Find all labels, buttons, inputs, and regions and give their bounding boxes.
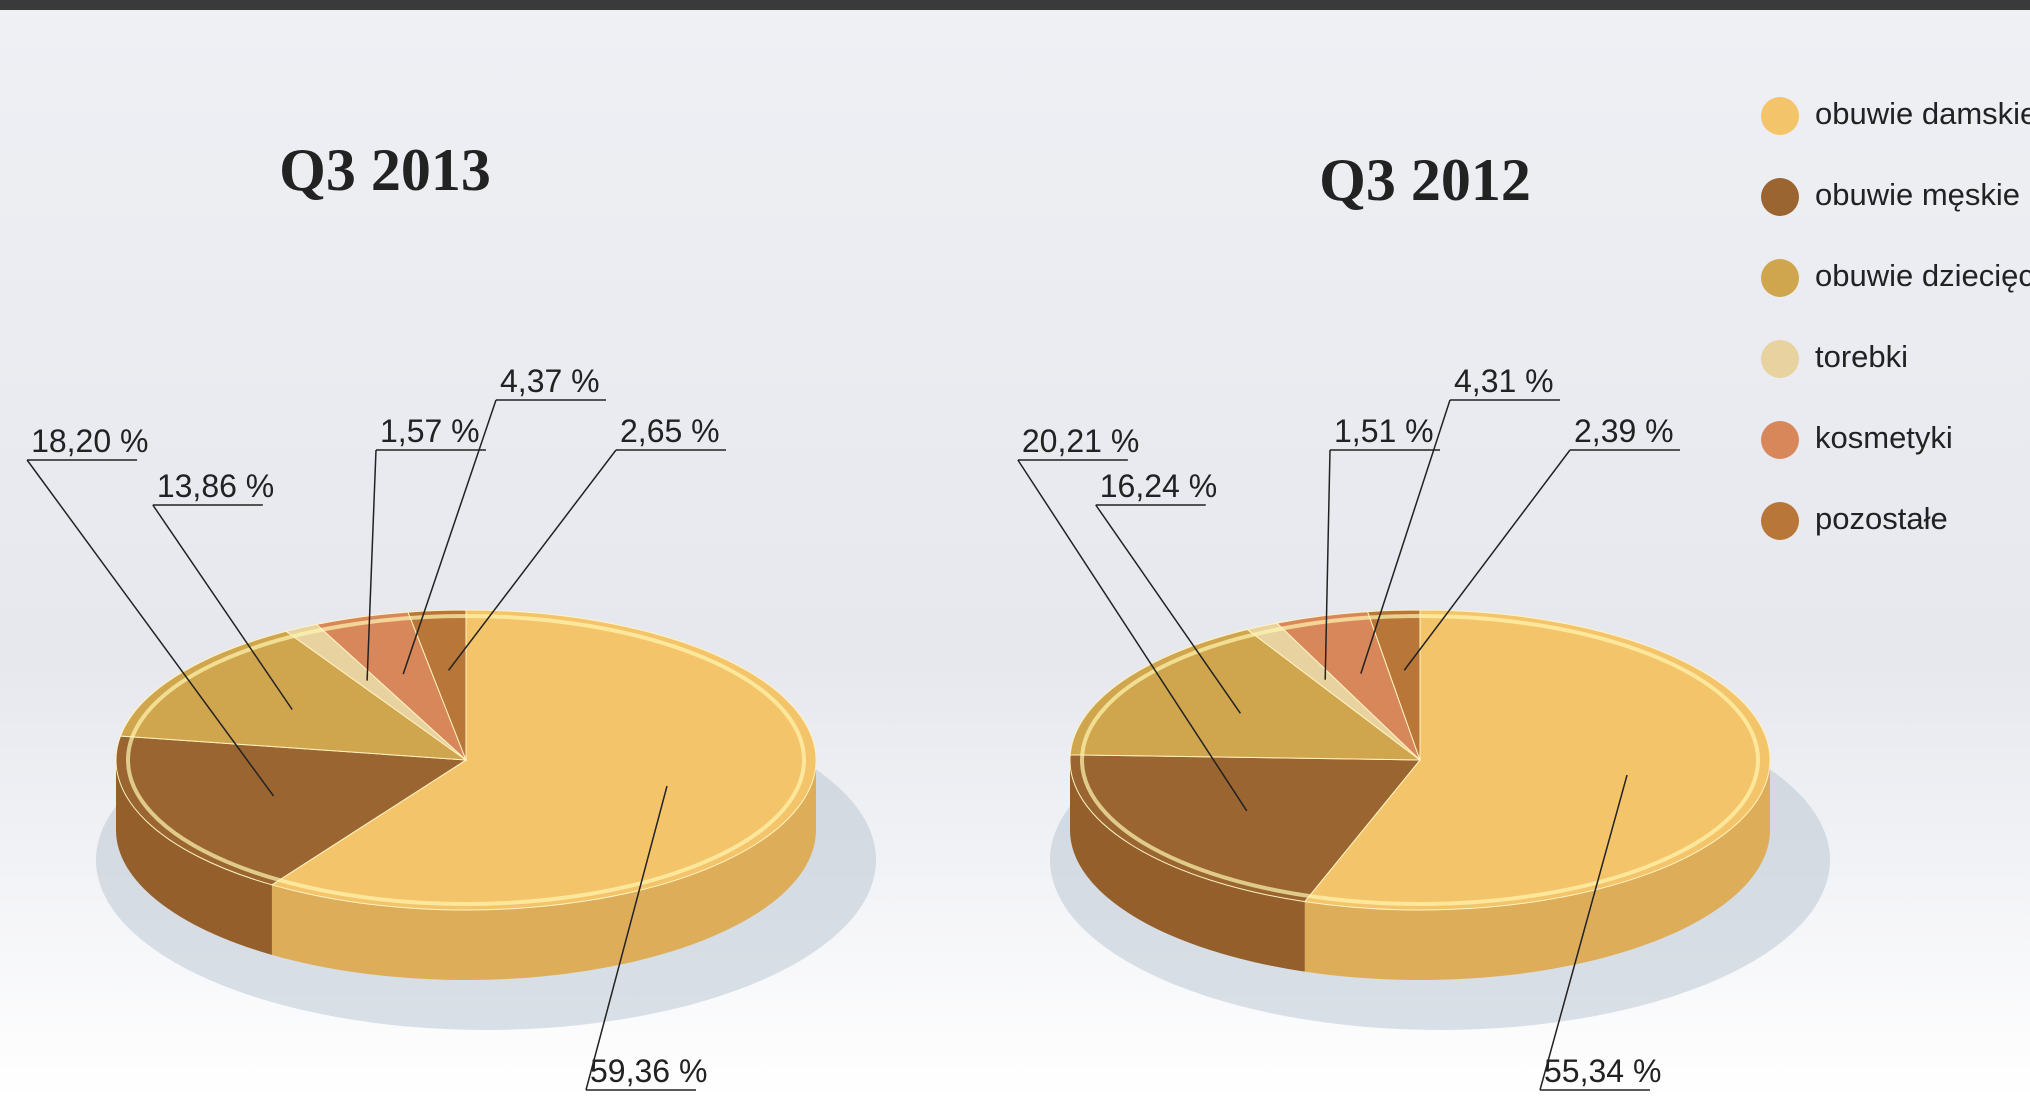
data-label: 2,39 % xyxy=(1574,413,1674,449)
data-label: 1,57 % xyxy=(380,413,480,449)
top-bar xyxy=(0,0,2030,10)
page: {"chart_data":[ {"type":"pie","title":"Q… xyxy=(0,0,2030,1099)
legend-swatch xyxy=(1761,97,1799,135)
legend-label: pozostałe xyxy=(1815,501,1948,536)
chart: Q3 2013 Q3 2012 obuwie damskie obuwie męs… xyxy=(0,0,2030,1099)
data-label: 4,31 % xyxy=(1454,363,1554,399)
data-label: 59,36 % xyxy=(590,1053,707,1089)
legend-label: obuwie dziecięce xyxy=(1815,258,2030,293)
legend-swatch xyxy=(1761,259,1799,297)
legend-swatch xyxy=(1761,502,1799,540)
data-label: 2,65 % xyxy=(620,413,720,449)
data-label: 20,21 % xyxy=(1022,423,1139,459)
legend-label: obuwie męskie xyxy=(1815,177,2020,212)
legend-label: kosmetyki xyxy=(1815,420,1953,455)
data-label: 18,20 % xyxy=(31,423,148,459)
chart-title: Q3 2012 xyxy=(1319,147,1531,213)
data-label: 16,24 % xyxy=(1100,468,1217,504)
chart-title: Q3 2013 xyxy=(279,137,491,203)
legend-label: obuwie damskie xyxy=(1815,96,2030,131)
legend-label: torebki xyxy=(1815,339,1908,374)
data-label: 4,37 % xyxy=(500,363,600,399)
data-label: 13,86 % xyxy=(157,468,274,504)
data-label: 55,34 % xyxy=(1544,1053,1661,1089)
legend-swatch xyxy=(1761,340,1799,378)
legend-swatch xyxy=(1761,421,1799,459)
legend-swatch xyxy=(1761,178,1799,216)
data-label: 1,51 % xyxy=(1334,413,1434,449)
